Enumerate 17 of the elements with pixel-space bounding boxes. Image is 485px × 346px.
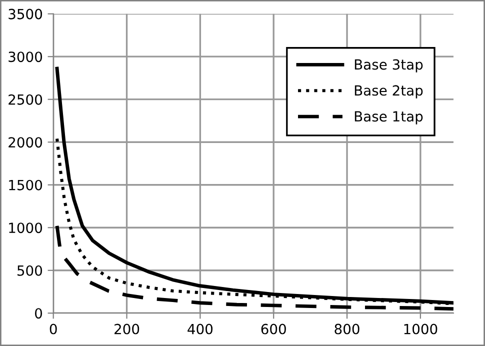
y-tick-label: 500 bbox=[17, 265, 42, 276]
y-tick-label: 1000 bbox=[9, 222, 42, 234]
legend-label: Base 1tap bbox=[354, 111, 423, 124]
y-tick-label: 2500 bbox=[8, 94, 42, 105]
x-tick-label: 0 bbox=[50, 324, 57, 334]
x-tick-label: 1000 bbox=[404, 324, 438, 334]
x-tick-label: 400 bbox=[188, 324, 213, 334]
y-tick-label: 3500 bbox=[8, 8, 42, 20]
legend-label: Base 2tap bbox=[354, 85, 423, 98]
x-tick-label: 200 bbox=[114, 324, 140, 334]
y-tick-label: 3000 bbox=[8, 52, 42, 62]
x-tick-label: 600 bbox=[261, 324, 286, 334]
x-tick-label: 800 bbox=[334, 324, 360, 334]
y-tick-label: 0 bbox=[35, 308, 42, 319]
y-tick-label: 1500 bbox=[9, 180, 42, 190]
y-tick-label: 2000 bbox=[8, 137, 42, 148]
legend-label: Base 3tap bbox=[354, 59, 423, 72]
